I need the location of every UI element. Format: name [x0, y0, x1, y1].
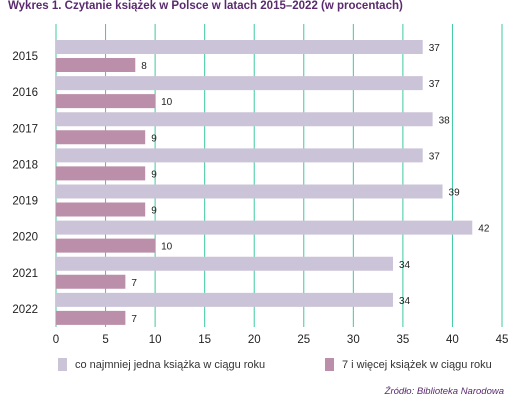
data-label: 39 — [449, 188, 461, 199]
bar-series-2 — [56, 310, 126, 325]
data-label: 42 — [478, 224, 490, 235]
data-label: 34 — [399, 260, 411, 271]
legend-item-series-1: co najmniej jedna książka w ciągu roku — [58, 358, 265, 371]
y-category-label: 2015 — [12, 51, 38, 63]
bar-series-2 — [56, 274, 126, 289]
legend-item-series-2: 7 i więcej książek w ciągu roku — [325, 358, 492, 371]
data-label: 34 — [399, 296, 411, 307]
x-tick-label: 10 — [149, 334, 162, 346]
x-tick-label: 45 — [496, 334, 509, 346]
y-category-label: 2021 — [12, 268, 38, 280]
data-label: 10 — [161, 97, 173, 108]
x-tick-label: 40 — [446, 334, 459, 346]
bar-series-1 — [56, 112, 433, 127]
x-tick-label: 0 — [53, 334, 59, 346]
data-label: 9 — [151, 169, 157, 180]
data-label: 9 — [151, 206, 157, 217]
y-category-label: 2019 — [12, 196, 38, 208]
y-category-label: 2022 — [12, 304, 38, 316]
bar-series-1 — [56, 256, 393, 271]
chart-title: Wykres 1. Czytanie książek w Polsce w la… — [8, 0, 403, 12]
data-label: 8 — [141, 61, 147, 72]
bar-series-1 — [56, 220, 473, 235]
legend-label-series-2: 7 i więcej książek w ciągu roku — [342, 358, 492, 371]
data-label: 37 — [429, 151, 441, 162]
source-note: Źródło: Biblioteka Narodowa — [384, 386, 504, 397]
data-label: 37 — [429, 43, 441, 54]
bar-series-2 — [56, 202, 146, 217]
bar-series-2 — [56, 130, 146, 145]
bar-series-2 — [56, 94, 156, 109]
y-category-label: 2018 — [12, 159, 38, 171]
legend-label-series-1: co najmniej jedna książka w ciągu roku — [75, 358, 266, 371]
y-category-label: 2017 — [12, 123, 38, 135]
data-label: 10 — [161, 242, 173, 253]
bar-series-1 — [56, 148, 423, 163]
bar-series-2 — [56, 238, 156, 253]
bar-series-2 — [56, 58, 136, 72]
bar-series-2 — [56, 166, 146, 181]
bar-series-1 — [56, 292, 393, 307]
data-label: 9 — [151, 133, 157, 144]
bar-series-1 — [56, 76, 423, 91]
x-tick-label: 5 — [102, 334, 108, 346]
legend-swatch-series-2 — [325, 358, 334, 371]
data-label: 7 — [131, 314, 137, 325]
x-tick-label: 15 — [198, 334, 211, 346]
data-label: 37 — [429, 79, 441, 90]
data-label: 7 — [131, 278, 137, 289]
legend-swatch-series-1 — [58, 358, 67, 371]
y-category-label: 2016 — [12, 87, 38, 99]
bar-series-1 — [56, 184, 443, 199]
x-tick-label: 30 — [347, 334, 360, 346]
legend: co najmniej jedna książka w ciągu roku 7… — [0, 358, 520, 378]
y-category-label: 2020 — [12, 232, 38, 244]
data-label: 38 — [439, 115, 451, 126]
x-tick-label: 35 — [396, 334, 409, 346]
bar-chart: 0 5 10 15 20 25 30 35 40 45 2015 37 8 2016 37 10 2017 38 9… — [12, 24, 509, 346]
x-tick-label: 25 — [297, 334, 310, 346]
x-tick-label: 20 — [248, 334, 261, 346]
bar-series-1 — [56, 40, 423, 54]
